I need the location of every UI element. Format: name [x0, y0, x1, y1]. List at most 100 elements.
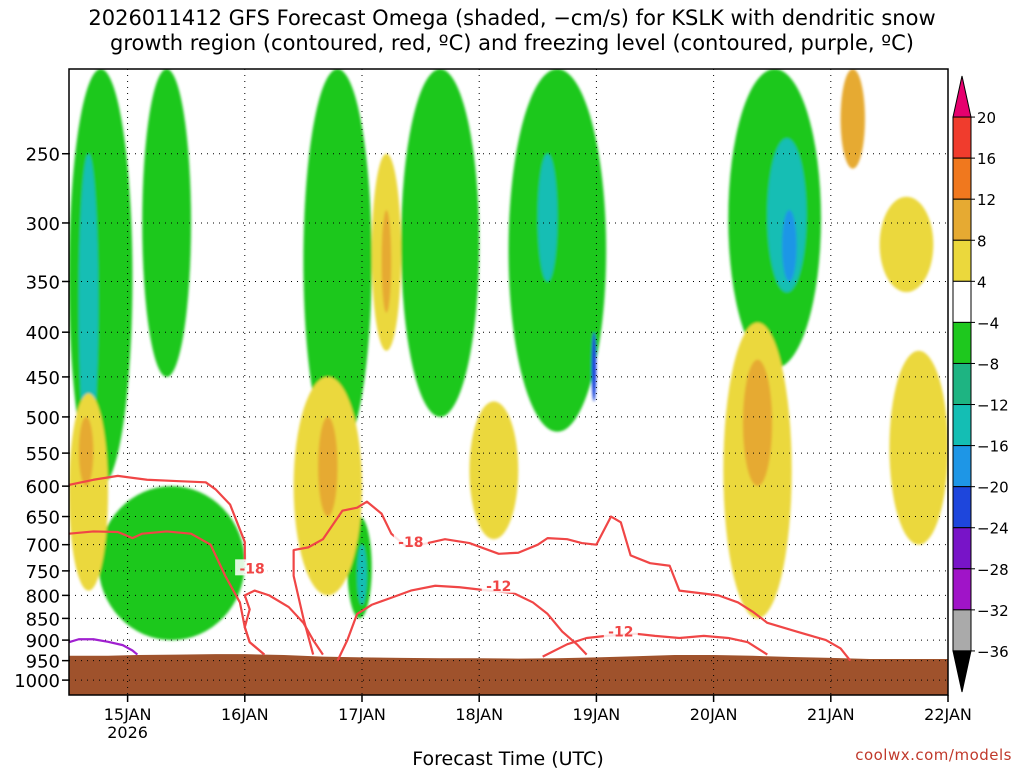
colorbar-label-2: 12 [977, 191, 996, 209]
y-tick-label-600: 600 [26, 477, 60, 498]
colorbar-label-5: −4 [977, 314, 999, 332]
y-tick-label-800: 800 [26, 586, 60, 607]
omega-region-9 [537, 153, 558, 282]
omega-region-25 [840, 69, 865, 169]
omega-region-22 [742, 359, 773, 487]
colorbar-swatch-14 [952, 650, 972, 693]
colorbar-label-1: 16 [977, 150, 996, 168]
colorbar-label-13: −36 [977, 643, 1009, 661]
colorbar-swatch-12 [952, 568, 972, 611]
colorbar-swatch-1 [952, 116, 972, 159]
omega-region-6 [357, 544, 367, 605]
contour-label-3: -18 [398, 535, 423, 551]
colorbar-label-0: 20 [977, 109, 996, 127]
x-tick-label-18JAN: 18JAN [455, 705, 503, 724]
y-tick-label-300: 300 [26, 214, 60, 235]
colorbar: 20 16 12 8 4 −4 −8 −12 −16 −20 −24 −28 −32 −36 [952, 75, 1009, 693]
y-tick-label-750: 750 [26, 562, 60, 583]
contour-line-3 [292, 500, 852, 662]
omega-region-17 [318, 416, 338, 517]
omega-region-2 [78, 153, 99, 454]
omega-region-4 [303, 69, 372, 454]
colorbar-label-6: −8 [977, 355, 999, 373]
colorbar-swatch-7 [952, 362, 972, 406]
contour-label-bg-5 [603, 622, 638, 639]
gridlines [69, 69, 948, 695]
contour-label-4: -12 [486, 579, 511, 595]
y-tick-label-900: 900 [26, 631, 60, 652]
x-tick-label-21JAN: 21JAN [807, 705, 855, 724]
y-tick-label-450: 450 [26, 368, 60, 389]
contour-line-4 [336, 584, 588, 662]
x-axis-label: Forecast Time (UTC) [412, 748, 603, 768]
x-tick-label-20JAN: 20JAN [690, 705, 738, 724]
y-tick-label-850: 850 [26, 609, 60, 630]
x-tick-label-19JAN: 19JAN [573, 705, 621, 724]
colorbar-label-3: 8 [977, 232, 987, 250]
source-credit: coolwx.com/models [855, 746, 1012, 764]
x-tick-label-22JAN: 22JAN [924, 705, 972, 724]
omega-shading [69, 69, 948, 641]
plot-frame [68, 68, 949, 696]
contour-line-6 [69, 638, 139, 656]
chart-title-line-1: 2026011412 GFS Forecast Omega (shaded, −… [88, 6, 936, 30]
colorbar-label-7: −12 [977, 397, 1009, 415]
omega-region-1 [98, 486, 245, 641]
colorbar-label-4: 4 [977, 273, 987, 291]
colorbar-swatch-6 [952, 321, 972, 364]
contour-line-0 [69, 474, 246, 561]
y-tick-label-650: 650 [26, 508, 60, 529]
colorbar-swatch-4 [952, 239, 972, 282]
y-tick-label-500: 500 [26, 408, 60, 429]
temperature-contours: -18 -18 -12 -12 [69, 474, 852, 662]
omega-region-8 [508, 69, 607, 432]
colorbar-swatch-0 [952, 75, 972, 118]
omega-region-7 [401, 69, 480, 417]
colorbar-label-12: −32 [977, 602, 1009, 620]
x-tick-label-17JAN: 17JAN [338, 705, 386, 724]
colorbar-swatch-10 [952, 486, 972, 529]
colorbar-swatch-11 [952, 527, 972, 570]
omega-region-24 [879, 196, 934, 293]
omega-region-3 [142, 69, 192, 377]
omega-region-23 [889, 350, 948, 545]
contour-label-5: -12 [608, 625, 633, 641]
colorbar-label-9: −20 [977, 479, 1009, 497]
contour-line-5 [542, 632, 768, 658]
omega-region-10 [591, 332, 597, 402]
colorbar-label-8: −16 [977, 438, 1009, 456]
x-tick-label-15JAN: 15JAN [104, 705, 152, 724]
colorbar-swatch-2 [952, 157, 972, 200]
x-tick-label-16JAN: 16JAN [221, 705, 269, 724]
contour-label-bg-4 [481, 576, 516, 593]
y-tick-label-1000: 1000 [14, 671, 60, 692]
y-tick-label-250: 250 [26, 145, 60, 166]
y-tick-label-550: 550 [26, 444, 60, 465]
omega-region-14 [69, 393, 109, 591]
colorbar-label-11: −28 [977, 561, 1009, 579]
omega-region-20 [469, 401, 519, 540]
terrain-surface [69, 654, 948, 695]
chart-title-line-2: growth region (contoured, red, ºC) and f… [110, 31, 914, 55]
y-tick-label-950: 950 [26, 652, 60, 673]
contour-label-bg-3 [393, 532, 428, 549]
colorbar-swatch-9 [952, 445, 972, 488]
terrain-fill [69, 654, 948, 695]
y-tick-label-400: 400 [26, 323, 60, 344]
contour-label-bg-0 [235, 559, 270, 576]
colorbar-swatch-5 [952, 280, 972, 323]
colorbar-swatch-3 [952, 198, 972, 241]
omega-region-13 [781, 210, 797, 282]
y-axis-ticks: 2503003504004505005506006507007508008509… [14, 145, 69, 692]
colorbar-swatch-13 [952, 609, 972, 652]
omega-region-15 [78, 416, 94, 487]
contour-label-0: -18 [239, 561, 264, 577]
colorbar-swatch-8 [952, 404, 972, 447]
colorbar-label-10: −24 [977, 520, 1009, 538]
chart-title: 2026011412 GFS Forecast Omega (shaded, −… [0, 6, 1024, 56]
y-tick-label-700: 700 [26, 536, 60, 557]
y-tick-label-350: 350 [26, 272, 60, 293]
omega-region-19 [381, 210, 392, 313]
